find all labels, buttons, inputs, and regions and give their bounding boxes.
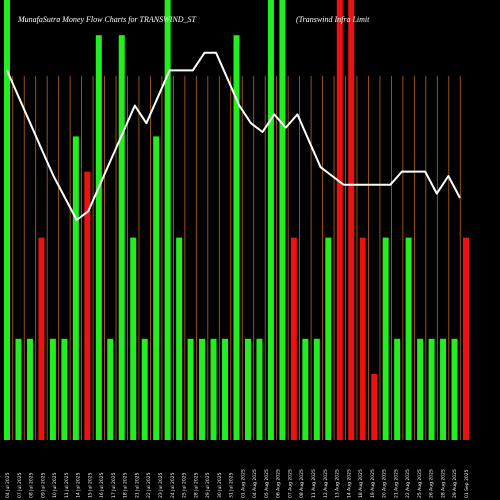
x-tick-label: 01 Sep 2025 xyxy=(464,469,470,498)
x-tick-label: 14 Aug 2025 xyxy=(346,469,352,498)
bar-up xyxy=(107,338,114,440)
bar-up xyxy=(279,0,286,440)
bar-down xyxy=(371,374,378,440)
bar-up xyxy=(130,237,137,440)
bar-up xyxy=(199,338,206,440)
bar-up xyxy=(15,338,22,440)
x-tick-label: 08 Aug 2025 xyxy=(299,469,305,498)
x-tick-label: 04 Jul 2025 xyxy=(5,472,11,498)
x-tick-label: 24 Jul 2025 xyxy=(170,472,176,498)
x-tick-label: 28 Aug 2025 xyxy=(440,469,446,498)
x-tick-label: 06 Aug 2025 xyxy=(276,469,282,498)
bar-up xyxy=(164,0,171,440)
x-tick-label: 26 Aug 2025 xyxy=(429,469,435,498)
x-tick-label: 30 Jul 2025 xyxy=(217,472,223,498)
x-tick-label: 17 Jul 2025 xyxy=(111,472,117,498)
x-tick-label: 13 Aug 2025 xyxy=(335,469,341,498)
x-tick-label: 14 Jul 2025 xyxy=(76,472,82,498)
bar-up xyxy=(4,0,10,440)
x-tick-label: 11 Aug 2025 xyxy=(311,469,317,498)
bar-down xyxy=(348,0,355,440)
bar-up xyxy=(210,338,217,440)
bar-up xyxy=(222,338,229,440)
bar-up xyxy=(49,338,56,440)
x-tick-label: 20 Aug 2025 xyxy=(382,469,388,498)
x-tick-label: 18 Jul 2025 xyxy=(123,472,129,498)
x-tick-label: 12 Aug 2025 xyxy=(323,469,329,498)
bar-down xyxy=(336,0,343,440)
x-tick-label: 10 Jul 2025 xyxy=(52,472,58,498)
x-tick-label: 25 Aug 2025 xyxy=(417,469,423,498)
x-tick-label: 11 Jul 2025 xyxy=(64,472,70,498)
bar-down xyxy=(359,237,366,440)
x-tick-label: 23 Jul 2025 xyxy=(158,472,164,498)
x-tick-label: 08 Jul 2025 xyxy=(29,472,35,498)
x-tick-label: 01 Aug 2025 xyxy=(240,469,246,498)
x-axis-tick-labels: 04 Jul 2025 07 Jul 2025 08 Jul 2025 09 Jul … xyxy=(5,469,470,498)
bar-up xyxy=(451,338,458,440)
x-tick-label: 28 Jul 2025 xyxy=(193,472,199,498)
x-tick-label: 16 Jul 2025 xyxy=(99,472,105,498)
money-flow-line xyxy=(6,51,461,221)
bar-up xyxy=(382,237,389,440)
bar-up xyxy=(244,338,251,440)
x-tick-label: 29 Jul 2025 xyxy=(205,472,211,498)
bar-up xyxy=(302,338,309,440)
x-tick-label: 29 Aug 2025 xyxy=(452,469,458,498)
x-tick-label: 19 Aug 2025 xyxy=(370,469,376,498)
bar-up xyxy=(26,338,33,440)
bar-up xyxy=(176,237,183,440)
bar-up xyxy=(95,35,102,440)
bar-up xyxy=(313,338,320,440)
bar-up xyxy=(267,0,274,440)
chart-title-left: MunafaSutra Money Flow Charts for TRANSW… xyxy=(17,15,197,24)
bar-up xyxy=(256,338,263,440)
bar-up xyxy=(153,136,160,440)
bar-up xyxy=(325,237,332,440)
x-tick-label: 22 Jul 2025 xyxy=(146,472,152,498)
bar-up xyxy=(187,338,194,440)
bar-up xyxy=(61,338,68,440)
bar-series xyxy=(4,0,469,440)
bar-up xyxy=(72,136,79,440)
x-tick-label: 04 Aug 2025 xyxy=(252,469,258,498)
x-tick-label: 07 Jul 2025 xyxy=(17,472,23,498)
bar-up xyxy=(428,338,435,440)
x-tick-label: 22 Aug 2025 xyxy=(405,469,411,498)
x-tick-label: 25 Jul 2025 xyxy=(182,472,188,498)
x-tick-label: 07 Aug 2025 xyxy=(287,469,293,498)
x-tick-label: 21 Jul 2025 xyxy=(134,472,140,498)
bar-up xyxy=(394,338,401,440)
bar-up xyxy=(440,338,447,440)
x-tick-label: 15 Jul 2025 xyxy=(87,472,93,498)
bar-down xyxy=(84,171,91,440)
bar-up xyxy=(405,237,412,440)
x-tick-label: 31 Jul 2025 xyxy=(229,472,235,498)
x-tick-label: 05 Aug 2025 xyxy=(264,469,270,498)
line-series xyxy=(6,51,461,221)
bar-up xyxy=(417,338,424,440)
bar-up xyxy=(118,35,125,440)
x-tick-label: 09 Jul 2025 xyxy=(40,472,46,498)
x-tick-label: 21 Aug 2025 xyxy=(393,469,399,498)
bar-up xyxy=(233,35,240,440)
bar-down xyxy=(38,237,45,440)
x-tick-label: 18 Aug 2025 xyxy=(358,469,364,498)
bar-down xyxy=(463,237,469,440)
chart-title-right: (Transwind Infra Limit xyxy=(296,15,370,24)
bar-up xyxy=(141,338,148,440)
bar-down xyxy=(290,237,297,440)
